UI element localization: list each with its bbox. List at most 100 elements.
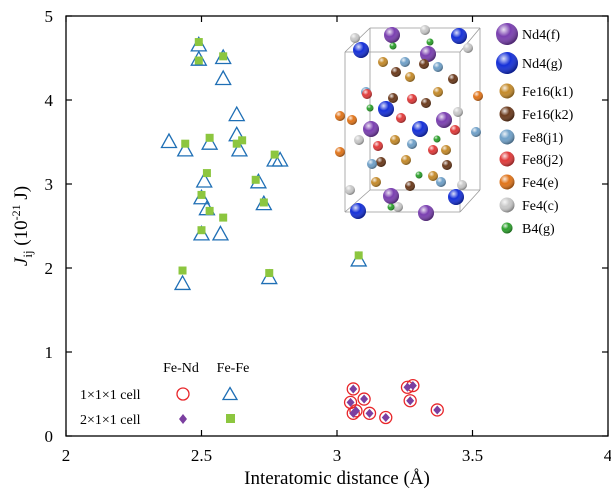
- fe-fe-2x1x1-point: [205, 206, 214, 215]
- fe-fe-2x1x1-point: [265, 269, 274, 278]
- atom-sphere-shade: [415, 171, 423, 179]
- atom-legend-swatch-shade: [499, 197, 515, 213]
- atom-sphere-shade: [401, 155, 411, 165]
- fe-fe-2x1x1-point: [354, 251, 363, 260]
- atom-sphere-shade: [384, 27, 400, 43]
- atom-legend-label: Fe16(k1): [522, 85, 574, 100]
- fe-fe-2x1x1-point: [219, 213, 228, 222]
- fe-nd-1x1x1-point: [403, 394, 417, 408]
- atom-sphere-shade: [400, 57, 410, 67]
- series-1: [178, 38, 363, 278]
- atom-sphere-shade: [426, 38, 434, 46]
- y-tick-labels: 0 1 2 3 4 5: [45, 7, 54, 446]
- atom-sphere-shade: [421, 98, 431, 108]
- fe-fe-2x1x1-point: [259, 198, 268, 207]
- atom-sphere-shade: [418, 205, 434, 221]
- atom-sphere-shade: [433, 87, 443, 97]
- x-tick-label: 2.5: [191, 446, 212, 465]
- atom-sphere-shade: [448, 189, 464, 205]
- fe-nd-2x1x1-point: [360, 394, 369, 404]
- atom-sphere-shade: [396, 113, 406, 123]
- fe-nd-1x1x1-point: [430, 403, 444, 417]
- atom-legend-label: Nd4(f): [522, 28, 560, 43]
- atom-sphere-shade: [350, 33, 360, 43]
- atom-sphere-shade: [451, 28, 467, 44]
- atom-sphere-shade: [407, 139, 417, 149]
- series-2: [343, 378, 444, 425]
- atom-sphere-shade: [436, 112, 452, 128]
- atom-sphere-shade: [378, 57, 388, 67]
- atom-sphere-shade: [335, 111, 345, 121]
- x-tick-label: 2: [62, 446, 71, 465]
- atom-legend-label: Fe4(e): [522, 176, 559, 191]
- atom-legend-swatch-shade: [499, 174, 515, 190]
- atom-sphere-shade: [428, 171, 438, 181]
- fe-fe-2x1x1-point: [194, 38, 203, 47]
- series-0: [160, 36, 368, 291]
- y-tick-label: 2: [45, 259, 54, 278]
- atom-sphere-shade: [363, 121, 379, 137]
- atom-legend-label: Nd4(g): [522, 57, 563, 72]
- atom-sphere-shade: [453, 107, 463, 117]
- fe-fe-2x1x1-point: [194, 56, 203, 65]
- axis-ticks: [65, 15, 609, 437]
- y-axis-title: Jij (10-21 J): [9, 186, 35, 266]
- atom-legend-swatch-shade: [496, 52, 518, 74]
- legend-col-fe-fe: Fe-Fe: [217, 361, 250, 376]
- atom-sphere-shade: [376, 157, 386, 167]
- fe-fe-1x1x1-point: [173, 274, 192, 291]
- fe-nd-1x1x1-point: [362, 406, 377, 420]
- atom-sphere-shade: [345, 185, 355, 195]
- atom-sphere-shade: [393, 202, 403, 212]
- y-tick-label: 3: [45, 175, 54, 194]
- atom-sphere-shade: [420, 46, 436, 62]
- atom-sphere-shade: [448, 74, 458, 84]
- atom-sphere-shade: [412, 121, 428, 137]
- atom-sphere-shade: [405, 181, 415, 191]
- atom-sphere-shade: [387, 203, 395, 211]
- atom-sphere-shade: [405, 72, 415, 82]
- fe-fe-1x1x1-point: [176, 141, 194, 157]
- atom-sphere-shade: [428, 145, 438, 155]
- unit-cell-edge: [459, 189, 481, 213]
- fe-fe-1x1x1-point: [201, 134, 219, 150]
- y-tick-label: 5: [45, 7, 54, 26]
- atom-sphere-shade: [433, 135, 441, 143]
- atom-sphere-shade: [419, 59, 429, 69]
- fe-nd-1x1x1-point: [349, 404, 363, 418]
- atom-sphere-shade: [389, 42, 397, 50]
- atom-sphere-shade: [390, 135, 400, 145]
- fe-fe-1x1x1-point: [230, 141, 249, 157]
- fe-fe-2x1x1-point: [181, 139, 190, 148]
- atom-sphere-shade: [371, 177, 381, 187]
- fe-fe-2x1x1-point: [178, 266, 187, 275]
- fe-nd-2x1x1-point: [406, 396, 415, 406]
- fe-nd-2x1x1-point: [433, 405, 442, 415]
- atom-sphere-shade: [450, 125, 460, 135]
- atom-sphere-shade: [463, 43, 473, 53]
- legend-marker-square-filled: [226, 414, 235, 423]
- atom-sphere-shade: [442, 160, 452, 170]
- fe-fe-1x1x1-point: [228, 105, 246, 122]
- y-axis-title-sub: ij: [20, 250, 35, 257]
- atom-legend-swatch-shade: [501, 222, 513, 234]
- atom-sphere-shade: [433, 62, 443, 72]
- atom-sphere-shade: [473, 91, 483, 101]
- atom-sphere-shade: [366, 104, 374, 112]
- series-3: [346, 381, 442, 423]
- atom-sphere-shade: [335, 147, 345, 157]
- fe-fe-1x1x1-point: [211, 225, 230, 241]
- atom-legend-label: Fe8(j1): [522, 131, 564, 146]
- fe-fe-2x1x1-point: [251, 175, 260, 184]
- atom-sphere-shade: [471, 127, 481, 137]
- y-axis-title-unit-sup: -21: [9, 204, 23, 220]
- y-tick-label: 0: [45, 427, 54, 446]
- atom-legend-swatch-shade: [499, 83, 515, 99]
- atom-sphere-shade: [347, 115, 357, 125]
- fe-fe-2x1x1-point: [270, 150, 279, 159]
- fe-fe-2x1x1-point: [238, 136, 247, 145]
- atom-legend-swatch-shade: [496, 23, 518, 45]
- atom-sphere-shade: [354, 135, 364, 145]
- fe-nd-2x1x1-point: [381, 413, 390, 423]
